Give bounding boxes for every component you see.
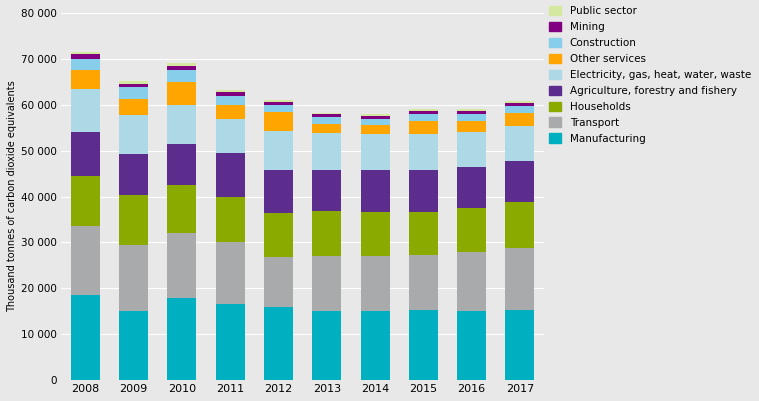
Bar <box>312 170 342 211</box>
Bar <box>505 161 534 202</box>
Bar <box>168 105 197 144</box>
Bar <box>168 233 197 298</box>
Bar <box>71 59 99 71</box>
Bar <box>71 71 99 89</box>
Bar <box>264 112 293 131</box>
Bar <box>71 55 99 59</box>
Bar <box>505 248 534 310</box>
Bar <box>409 121 438 134</box>
Bar <box>457 208 486 251</box>
Bar <box>216 96 244 105</box>
Bar <box>71 52 99 55</box>
Bar <box>216 90 244 92</box>
Bar <box>312 211 342 256</box>
Bar <box>168 82 197 105</box>
Bar <box>264 213 293 257</box>
Bar <box>361 170 389 212</box>
Bar <box>168 71 197 82</box>
Bar <box>71 89 99 132</box>
Bar <box>361 134 389 170</box>
Bar <box>312 113 342 114</box>
Bar <box>409 212 438 255</box>
Bar <box>361 119 389 126</box>
Bar <box>71 176 99 226</box>
Bar <box>361 212 389 256</box>
Bar <box>216 105 244 119</box>
Bar <box>216 242 244 304</box>
Bar <box>71 226 99 295</box>
Bar <box>264 308 293 380</box>
Bar <box>361 126 389 134</box>
Bar <box>505 310 534 380</box>
Bar <box>216 92 244 96</box>
Bar <box>71 132 99 176</box>
Bar <box>505 106 534 113</box>
Bar <box>216 304 244 380</box>
Bar <box>264 170 293 213</box>
Bar <box>505 103 534 106</box>
Y-axis label: Thousand tonnes of carbon dioxide equivalents: Thousand tonnes of carbon dioxide equiva… <box>7 81 17 312</box>
Bar <box>312 117 342 124</box>
Bar <box>312 124 342 133</box>
Bar <box>119 311 148 380</box>
Bar <box>168 185 197 233</box>
Bar <box>168 66 197 71</box>
Bar <box>457 111 486 114</box>
Bar <box>457 121 486 132</box>
Bar <box>457 109 486 111</box>
Bar <box>409 134 438 170</box>
Bar <box>168 63 197 66</box>
Bar <box>119 87 148 99</box>
Bar <box>168 298 197 380</box>
Bar <box>505 101 534 103</box>
Bar <box>409 114 438 121</box>
Bar <box>312 256 342 311</box>
Bar <box>119 245 148 311</box>
Bar <box>409 111 438 114</box>
Bar <box>505 202 534 248</box>
Bar <box>505 126 534 161</box>
Bar <box>264 105 293 112</box>
Bar <box>119 99 148 115</box>
Bar <box>457 251 486 311</box>
Bar <box>119 154 148 195</box>
Bar <box>216 196 244 242</box>
Bar <box>361 116 389 119</box>
Bar <box>119 84 148 87</box>
Bar <box>216 119 244 153</box>
Bar <box>361 311 389 380</box>
Bar <box>264 100 293 102</box>
Bar <box>71 295 99 380</box>
Bar <box>457 132 486 167</box>
Bar <box>409 109 438 111</box>
Legend: Public sector, Mining, Construction, Other services, Electricity, gas, heat, wat: Public sector, Mining, Construction, Oth… <box>549 6 751 144</box>
Bar <box>361 256 389 311</box>
Bar <box>312 133 342 170</box>
Bar <box>409 170 438 212</box>
Bar <box>457 311 486 380</box>
Bar <box>457 114 486 121</box>
Bar <box>457 167 486 208</box>
Bar <box>119 81 148 84</box>
Bar <box>409 255 438 310</box>
Bar <box>216 153 244 196</box>
Bar <box>168 144 197 185</box>
Bar <box>361 114 389 116</box>
Bar <box>312 311 342 380</box>
Bar <box>119 115 148 154</box>
Bar <box>264 257 293 308</box>
Bar <box>119 195 148 245</box>
Bar <box>505 113 534 126</box>
Bar <box>409 310 438 380</box>
Bar <box>264 131 293 170</box>
Bar <box>264 102 293 105</box>
Bar <box>312 114 342 117</box>
